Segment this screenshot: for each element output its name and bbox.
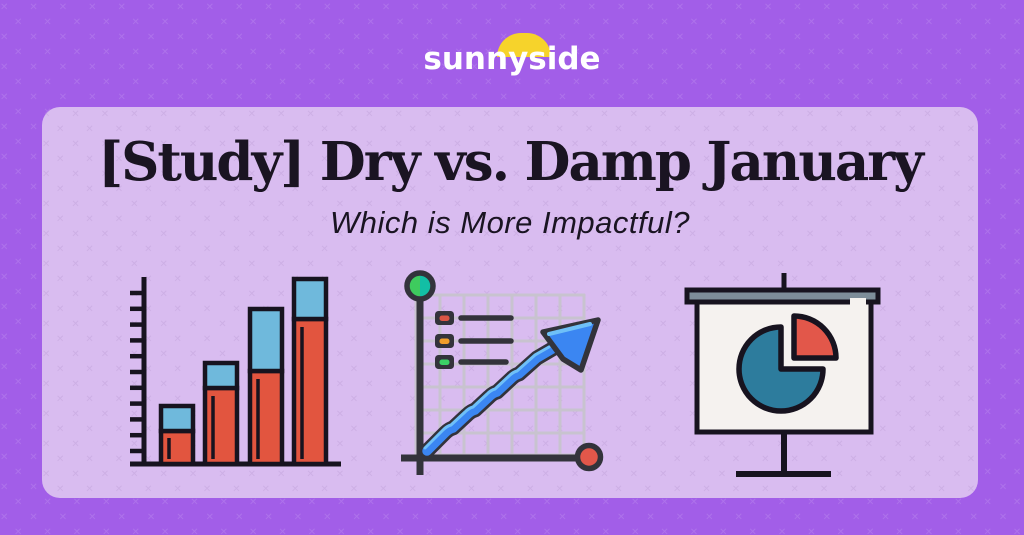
- trend-arrow: [419, 317, 601, 459]
- page-subtitle: Which is More Impactful?: [330, 205, 690, 240]
- sunnyside-logo: sunnyside: [0, 28, 1024, 76]
- bars: [158, 276, 329, 467]
- trend-arrow-chart-illustration: [401, 270, 604, 475]
- bar-chart-illustration: [130, 276, 341, 467]
- brand-wordmark: sunnyside: [423, 41, 601, 77]
- logo-wrap: sunnyside: [423, 28, 601, 77]
- axes: [401, 270, 604, 475]
- page-title: [Study] Dry vs. Damp January: [98, 131, 924, 193]
- pie-chart-presentation-illustration: [684, 273, 881, 477]
- legend: [435, 311, 514, 369]
- green-dot: [404, 270, 436, 302]
- red-dot: [574, 442, 604, 472]
- hero-card: ✕✕✕✕✕✕✕✕✕✕✕✕✕✕✕✕✕✕✕✕✕✕✕✕✕✕✕✕✕✕✕✕✕✕✕ ✕✕✕✕✕…: [42, 107, 978, 498]
- pie-chart: [736, 313, 839, 414]
